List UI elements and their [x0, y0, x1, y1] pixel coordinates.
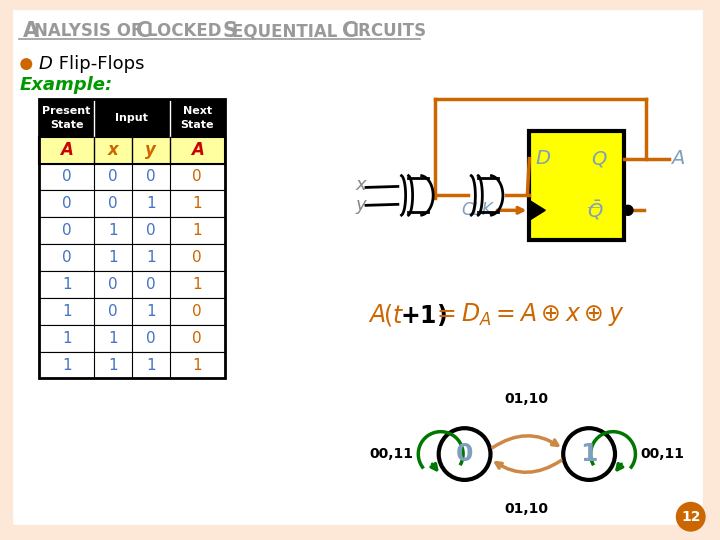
Text: y: y: [355, 197, 366, 214]
Text: ___: ___: [587, 199, 600, 208]
Text: x: x: [355, 177, 366, 194]
Text: 0: 0: [146, 330, 156, 346]
Text: 12: 12: [681, 510, 701, 524]
FancyBboxPatch shape: [40, 217, 225, 244]
Text: $A$: $A$: [368, 303, 386, 327]
Text: Q: Q: [591, 149, 606, 168]
Text: D: D: [536, 149, 550, 168]
FancyBboxPatch shape: [40, 99, 225, 137]
Text: 0: 0: [108, 304, 118, 319]
Text: A: A: [60, 141, 73, 159]
Text: A: A: [191, 141, 204, 159]
FancyBboxPatch shape: [529, 131, 624, 240]
Text: 1: 1: [62, 330, 71, 346]
Text: $\bf{+1)}$: $\bf{+1)}$: [400, 302, 447, 328]
Circle shape: [563, 428, 615, 480]
FancyBboxPatch shape: [40, 191, 225, 217]
Text: $D$: $D$: [38, 55, 53, 73]
Text: 0: 0: [146, 170, 156, 185]
Text: EQUENTIAL: EQUENTIAL: [233, 22, 343, 40]
Text: 1: 1: [192, 357, 202, 373]
Text: NALYSIS OF: NALYSIS OF: [35, 22, 148, 40]
Text: 01,10: 01,10: [505, 502, 549, 516]
Text: CLK: CLK: [462, 201, 493, 219]
Text: y: y: [145, 141, 156, 159]
Text: 0: 0: [192, 304, 202, 319]
Text: 1: 1: [108, 223, 118, 238]
FancyBboxPatch shape: [40, 325, 225, 352]
FancyBboxPatch shape: [9, 6, 706, 529]
Text: $(t$: $(t$: [383, 302, 404, 328]
Text: LOCKED: LOCKED: [147, 22, 227, 40]
FancyBboxPatch shape: [40, 271, 225, 298]
Text: 1: 1: [192, 223, 202, 238]
Text: Next: Next: [183, 106, 212, 116]
Text: 0: 0: [62, 170, 71, 185]
Text: S: S: [222, 21, 238, 41]
Text: 0: 0: [62, 197, 71, 211]
FancyBboxPatch shape: [40, 298, 225, 325]
Text: Present: Present: [42, 106, 91, 116]
Text: 0: 0: [192, 250, 202, 265]
Text: 0: 0: [62, 223, 71, 238]
FancyBboxPatch shape: [40, 352, 225, 379]
Text: $\bar{Q}$: $\bar{Q}$: [587, 198, 603, 222]
Text: Flip-Flops: Flip-Flops: [53, 55, 145, 73]
Text: 01,10: 01,10: [505, 393, 549, 406]
FancyBboxPatch shape: [40, 164, 225, 191]
Text: Input: Input: [115, 113, 148, 123]
Text: 0: 0: [192, 330, 202, 346]
Circle shape: [20, 58, 32, 70]
Text: 0: 0: [456, 442, 473, 466]
Text: State: State: [50, 120, 84, 130]
Text: 1: 1: [192, 277, 202, 292]
Text: 0: 0: [146, 223, 156, 238]
Text: x: x: [107, 141, 118, 159]
Text: 1: 1: [62, 357, 71, 373]
Text: 0: 0: [146, 277, 156, 292]
Text: 0: 0: [108, 197, 118, 211]
FancyBboxPatch shape: [40, 137, 225, 164]
Polygon shape: [529, 200, 545, 220]
Text: C: C: [136, 21, 151, 41]
Text: 00,11: 00,11: [641, 447, 685, 461]
Text: 1: 1: [146, 304, 156, 319]
Text: $= D_A = A \oplus x \oplus y$: $= D_A = A \oplus x \oplus y$: [432, 301, 624, 328]
Text: 0: 0: [108, 277, 118, 292]
Text: State: State: [181, 120, 214, 130]
Circle shape: [623, 205, 633, 215]
Text: 1: 1: [146, 357, 156, 373]
Text: 0: 0: [62, 250, 71, 265]
Circle shape: [676, 502, 706, 532]
Text: C: C: [342, 21, 357, 41]
Text: Example:: Example:: [19, 76, 112, 94]
Circle shape: [438, 428, 490, 480]
Text: 1: 1: [146, 250, 156, 265]
Text: 1: 1: [62, 277, 71, 292]
Text: 1: 1: [108, 357, 118, 373]
Text: IRCUITS: IRCUITS: [352, 22, 426, 40]
Text: 1: 1: [146, 197, 156, 211]
Text: 1: 1: [192, 197, 202, 211]
Text: 0: 0: [192, 170, 202, 185]
Text: 1: 1: [62, 304, 71, 319]
Text: 1: 1: [108, 330, 118, 346]
Text: 1: 1: [108, 250, 118, 265]
Text: A: A: [23, 21, 40, 41]
Text: 0: 0: [108, 170, 118, 185]
FancyBboxPatch shape: [40, 244, 225, 271]
Text: A: A: [671, 149, 684, 168]
Text: 00,11: 00,11: [369, 447, 413, 461]
Text: 1: 1: [580, 442, 598, 466]
